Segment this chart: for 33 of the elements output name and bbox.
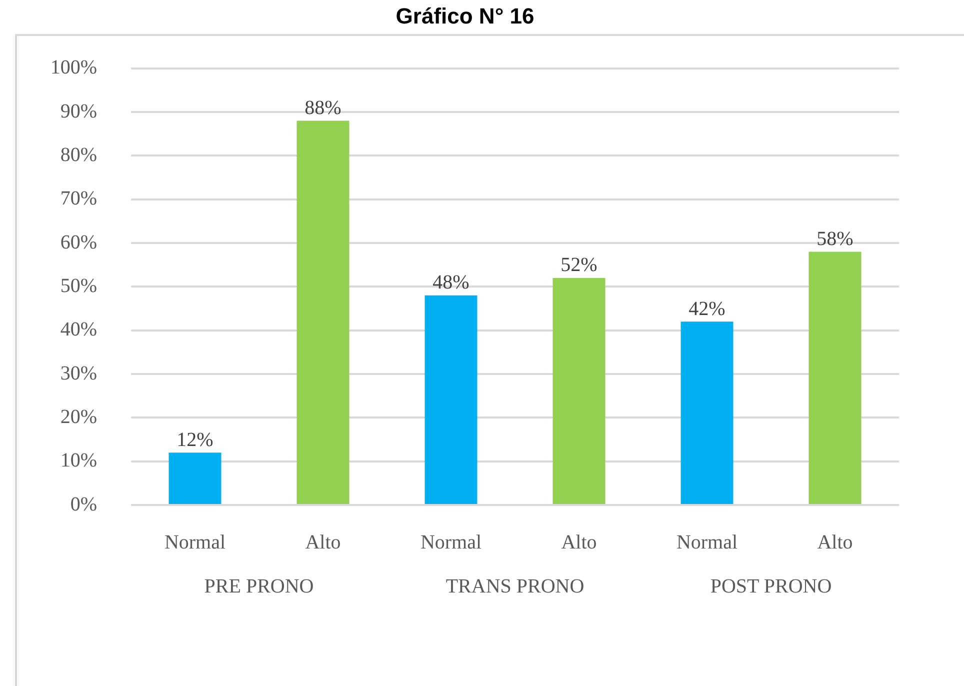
text: Normal bbox=[420, 531, 482, 554]
x-tick-label: POST PRONO bbox=[710, 575, 832, 598]
data-label: 52% bbox=[560, 254, 598, 276]
y-tick-label: 50% bbox=[60, 274, 97, 297]
y-tick-label: 30% bbox=[60, 362, 97, 384]
y-tick-label: 100% bbox=[50, 56, 97, 79]
series-label: Alto bbox=[305, 531, 341, 554]
bar bbox=[680, 322, 734, 504]
y-tick-label: 60% bbox=[60, 231, 97, 254]
y-tick-label: 40% bbox=[60, 318, 97, 341]
y-tick-label: 80% bbox=[60, 144, 97, 166]
text: Alto bbox=[561, 531, 597, 554]
y-tick-label: 90% bbox=[60, 100, 97, 122]
series-label: Normal bbox=[676, 531, 738, 554]
bar bbox=[808, 252, 862, 504]
data-label: 88% bbox=[304, 97, 342, 120]
text: Normal bbox=[164, 531, 226, 554]
data-label: 42% bbox=[688, 298, 726, 320]
bar bbox=[168, 452, 222, 504]
x-tick-label: TRANS PRONO bbox=[446, 575, 584, 598]
bar bbox=[552, 278, 606, 504]
chart-title: Gráfico N° 16 bbox=[396, 3, 534, 28]
data-label: 58% bbox=[816, 228, 854, 250]
y-tick-label: 20% bbox=[60, 406, 97, 428]
bar bbox=[296, 120, 350, 504]
y-tick-label: 70% bbox=[60, 188, 97, 210]
bar bbox=[424, 295, 478, 504]
y-tick-label: 0% bbox=[70, 493, 97, 516]
x-tick-label: PRE PRONO bbox=[204, 575, 314, 598]
y-tick-label: 10% bbox=[60, 450, 97, 472]
data-label: 12% bbox=[176, 428, 214, 451]
text: Alto bbox=[817, 531, 853, 554]
data-label: 48% bbox=[432, 272, 470, 294]
